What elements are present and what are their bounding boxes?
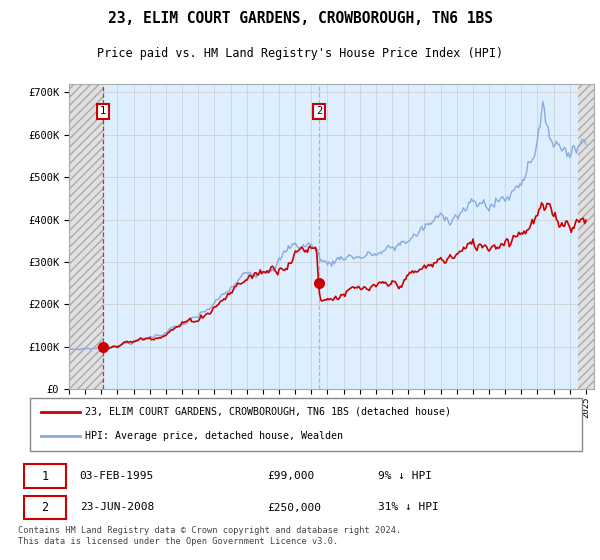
Text: 9% ↓ HPI: 9% ↓ HPI bbox=[378, 471, 432, 481]
Text: 23, ELIM COURT GARDENS, CROWBOROUGH, TN6 1BS (detached house): 23, ELIM COURT GARDENS, CROWBOROUGH, TN6… bbox=[85, 407, 451, 417]
Text: 31% ↓ HPI: 31% ↓ HPI bbox=[378, 502, 439, 512]
Text: Contains HM Land Registry data © Crown copyright and database right 2024.
This d: Contains HM Land Registry data © Crown c… bbox=[18, 526, 401, 546]
Text: 1: 1 bbox=[41, 469, 49, 483]
Bar bbox=[578, 84, 594, 389]
Text: 03-FEB-1995: 03-FEB-1995 bbox=[80, 471, 154, 481]
Text: 23, ELIM COURT GARDENS, CROWBOROUGH, TN6 1BS: 23, ELIM COURT GARDENS, CROWBOROUGH, TN6… bbox=[107, 11, 493, 26]
Text: 1: 1 bbox=[100, 106, 106, 116]
FancyBboxPatch shape bbox=[30, 398, 582, 451]
FancyBboxPatch shape bbox=[25, 464, 66, 488]
Text: Price paid vs. HM Land Registry's House Price Index (HPI): Price paid vs. HM Land Registry's House … bbox=[97, 47, 503, 60]
Text: HPI: Average price, detached house, Wealden: HPI: Average price, detached house, Weal… bbox=[85, 431, 343, 441]
FancyBboxPatch shape bbox=[25, 496, 66, 520]
Text: 2: 2 bbox=[316, 106, 322, 116]
Text: £250,000: £250,000 bbox=[268, 502, 322, 512]
Text: 23-JUN-2008: 23-JUN-2008 bbox=[80, 502, 154, 512]
Text: £99,000: £99,000 bbox=[268, 471, 314, 481]
Bar bbox=[69, 84, 103, 389]
Text: 2: 2 bbox=[41, 501, 49, 514]
